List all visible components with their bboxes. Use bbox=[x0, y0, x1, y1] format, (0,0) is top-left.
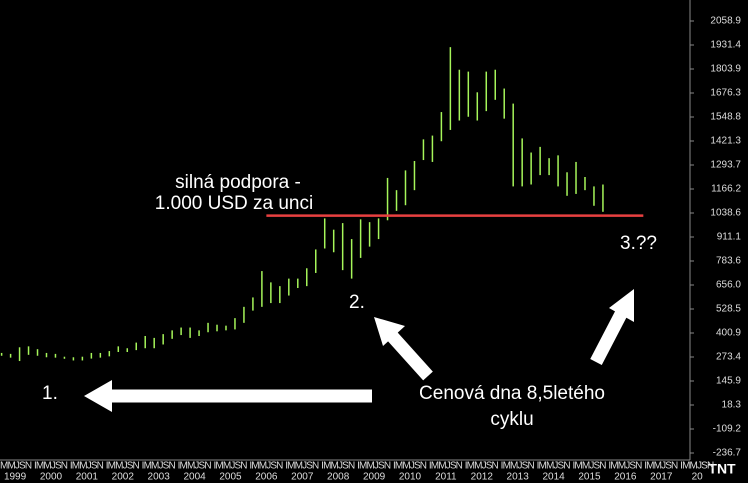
y-tick-label: 656.0 bbox=[716, 280, 741, 291]
x-tick-label: 2016 bbox=[614, 472, 637, 483]
y-tick-label: 1166.2 bbox=[711, 184, 741, 195]
x-tick-label: 2004 bbox=[183, 472, 206, 483]
arrow-head bbox=[374, 317, 405, 346]
month-labels: IMMJSN bbox=[34, 461, 68, 472]
logo: TNT bbox=[708, 461, 736, 477]
month-labels: IMMJSN bbox=[393, 461, 427, 472]
month-labels: IMMJSN bbox=[249, 461, 283, 472]
x-tick-label: 2014 bbox=[542, 472, 565, 483]
x-tick-label: 2003 bbox=[148, 472, 171, 483]
y-tick-label: 1548.8 bbox=[710, 112, 741, 123]
month-labels: IMMJSN bbox=[572, 461, 606, 472]
x-tick-label: 2013 bbox=[507, 472, 530, 483]
y-tick-label: 273.4 bbox=[716, 352, 741, 363]
month-labels: IMMJSN bbox=[70, 461, 104, 472]
month-labels: IMMJSN bbox=[608, 461, 642, 472]
x-tick-label: 2009 bbox=[363, 472, 386, 483]
month-labels: IMMJSN bbox=[285, 461, 319, 472]
y-tick-label: 1676.3 bbox=[710, 88, 741, 99]
arrow-head bbox=[84, 380, 112, 412]
month-labels: IMMJSN bbox=[644, 461, 678, 472]
y-tick-label: 18.3 bbox=[722, 400, 742, 411]
month-labels: IMMJSN bbox=[680, 461, 714, 472]
x-tick-label: 2011 bbox=[435, 472, 457, 483]
x-tick-label: 2017 bbox=[650, 472, 673, 483]
y-tick-label: 1038.6 bbox=[710, 208, 741, 219]
x-tick-label: 2002 bbox=[112, 472, 135, 483]
month-labels: IMMJSN bbox=[429, 461, 463, 472]
x-tick-label: 2010 bbox=[399, 472, 422, 483]
y-tick-label: 783.6 bbox=[716, 256, 741, 267]
y-tick-label: 528.5 bbox=[716, 304, 741, 315]
month-labels: IMMJSN bbox=[357, 461, 391, 472]
month-labels: IMMJSN bbox=[465, 461, 499, 472]
annotation: 2. bbox=[349, 292, 365, 313]
month-labels: IMMJSN bbox=[213, 461, 247, 472]
y-tick-label: 1803.9 bbox=[710, 64, 741, 75]
x-tick-label: 2015 bbox=[578, 472, 601, 483]
x-tick-label: 2000 bbox=[40, 472, 63, 483]
x-tick-label: 2008 bbox=[327, 472, 350, 483]
x-tick-label: 20 bbox=[692, 472, 704, 483]
month-labels: IMMJSN bbox=[142, 461, 176, 472]
month-labels: IMMJSN bbox=[0, 461, 32, 472]
y-tick-label: 911.1 bbox=[717, 232, 742, 243]
annotation: 3.?? bbox=[620, 233, 657, 254]
arrow bbox=[387, 331, 433, 381]
y-tick-label: -236.7 bbox=[713, 448, 742, 459]
month-labels: IMMJSN bbox=[178, 461, 212, 472]
x-tick-label: 2012 bbox=[471, 472, 494, 483]
y-tick-label: -109.2 bbox=[713, 424, 742, 435]
y-tick-label: 400.9 bbox=[716, 328, 741, 339]
x-tick-label: 1999 bbox=[4, 472, 27, 483]
y-tick-label: 145.9 bbox=[716, 376, 741, 387]
x-tick-label: 2005 bbox=[219, 472, 242, 483]
x-tick-label: 2006 bbox=[255, 472, 278, 483]
annotation: Cenová dna 8,5letého bbox=[419, 383, 605, 404]
arrow-head bbox=[609, 289, 634, 322]
x-tick-label: 2001 bbox=[76, 472, 99, 483]
y-tick-label: 1293.7 bbox=[710, 160, 741, 171]
month-labels: IMMJSN bbox=[321, 461, 355, 472]
arrow bbox=[590, 309, 628, 365]
annotation: cyklu bbox=[490, 409, 533, 430]
y-tick-label: 1931.4 bbox=[710, 40, 741, 51]
month-labels: IMMJSN bbox=[537, 461, 571, 472]
annotation: 1. bbox=[42, 383, 58, 404]
month-labels: IMMJSN bbox=[501, 461, 535, 472]
y-tick-label: 2058.9 bbox=[710, 16, 741, 27]
y-tick-label: 1421.3 bbox=[710, 136, 741, 147]
plot bbox=[0, 47, 644, 362]
x-tick-label: 2007 bbox=[291, 472, 314, 483]
arrows bbox=[84, 289, 634, 412]
annotation: silná podpora - bbox=[175, 172, 301, 193]
annotation: 1.000 USD za unci bbox=[155, 193, 313, 214]
month-labels: IMMJSN bbox=[106, 461, 140, 472]
